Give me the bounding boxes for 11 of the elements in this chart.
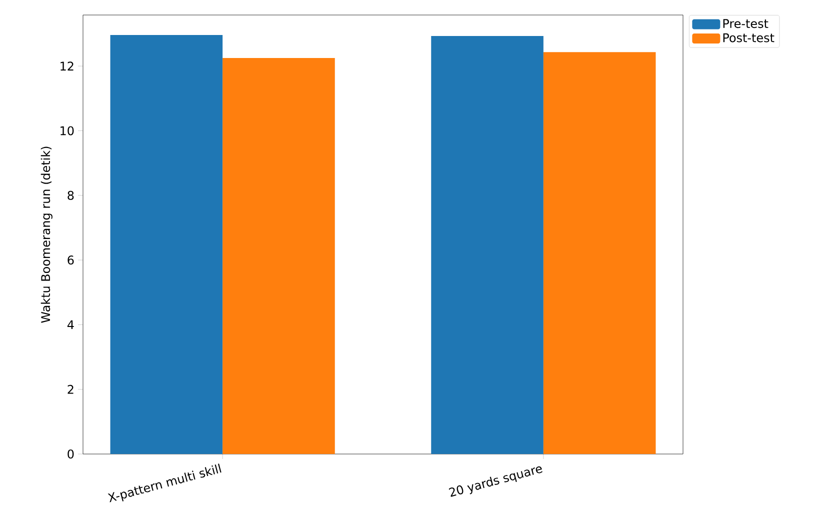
legend-label: Pre-test (723, 19, 768, 28)
y-tick-label: 0 (68, 449, 74, 459)
y-tick-label: 2 (68, 384, 74, 394)
legend-label: Post-test (723, 33, 774, 42)
y-tick-label: 10 (60, 126, 74, 136)
y-tick-label: 12 (60, 62, 74, 71)
x-tick-label: 20 yards square (448, 466, 542, 497)
y-axis-title: Waktu Boomerang run (detik) (40, 146, 52, 323)
y-tick-label: 8 (68, 190, 74, 200)
y-tick-label: 6 (68, 256, 74, 265)
y-tick-label: 4 (67, 320, 74, 330)
